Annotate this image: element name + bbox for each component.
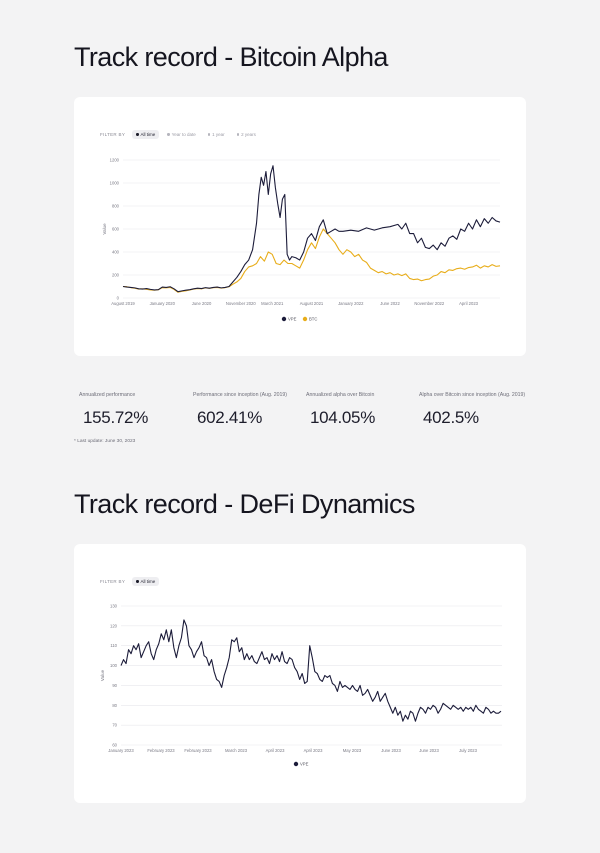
- legend-label-vpe: VPE: [288, 317, 297, 322]
- radio-dot-icon: [136, 580, 139, 583]
- legend-marker-btc: [302, 316, 308, 322]
- x-tick-label: May 2023: [343, 748, 362, 753]
- radio-dot-icon: [167, 133, 170, 136]
- x-tick-label: June 2020: [192, 301, 212, 306]
- y-tick-label: 0: [117, 296, 120, 301]
- stat-value: 155.72%: [83, 408, 149, 427]
- x-tick-label: June 2023: [419, 748, 439, 753]
- filter-all-time[interactable]: All time: [132, 577, 160, 586]
- filter-1-year[interactable]: 1 year: [204, 130, 229, 139]
- filter-year-to-date[interactable]: Year to date: [163, 130, 200, 139]
- y-tick-label: 100: [110, 663, 118, 668]
- x-tick-label: January 2022: [338, 301, 364, 306]
- x-tick-label: January 2020: [150, 301, 176, 306]
- chart-card-bitcoin-alpha: FILTER BY All time Year to date 1 year 2…: [74, 97, 526, 356]
- y-axis-label: Value: [102, 223, 107, 235]
- section-title-defi-dynamics: Track record - DeFi Dynamics: [74, 489, 415, 519]
- legend-label-btc: BTC: [309, 317, 317, 322]
- y-tick-label: 70: [112, 723, 117, 728]
- filter-label: FILTER BY: [100, 579, 126, 584]
- filter-year-to-date-label: Year to date: [171, 132, 196, 137]
- stat-value: 104.05%: [310, 408, 376, 427]
- y-tick-label: 60: [112, 743, 117, 748]
- y-tick-label: 1000: [110, 181, 120, 186]
- legend-marker-vpe: [293, 761, 299, 767]
- stat-label: Annualized performance: [79, 392, 136, 398]
- x-tick-label: April 2023: [304, 748, 324, 753]
- y-tick-label: 600: [112, 227, 120, 232]
- stat-value: 402.5%: [423, 408, 479, 427]
- x-tick-label: February 2023: [184, 748, 212, 753]
- section-title-bitcoin-alpha: Track record - Bitcoin Alpha: [74, 42, 388, 72]
- x-tick-label: March 2021: [261, 301, 284, 306]
- series-line-vpe: [120, 619, 502, 722]
- x-tick-label: August 2021: [300, 301, 324, 306]
- x-tick-label: April 2023: [459, 301, 479, 306]
- stat-performance-since-inception: Performance since inception (Aug. 2019) …: [193, 392, 301, 427]
- stat-label: Alpha over Bitcoin since inception (Aug.…: [419, 392, 526, 398]
- stat-label: Annualized alpha over Bitcoin: [306, 392, 375, 398]
- x-tick-label: July 2023: [459, 748, 478, 753]
- filter-2-years-label: 2 years: [241, 132, 256, 137]
- legend-label-vpe: VPE: [300, 762, 309, 767]
- x-tick-label: January 2023: [108, 748, 134, 753]
- x-tick-label: November 2020: [226, 301, 256, 306]
- series-line-btc: [122, 228, 501, 293]
- series-line-vpe: [122, 165, 501, 293]
- x-tick-label: August 2019: [111, 301, 135, 306]
- y-tick-label: 110: [110, 643, 117, 648]
- legend-marker-vpe: [281, 316, 287, 322]
- x-tick-label: April 2023: [266, 748, 286, 753]
- radio-dot-icon: [236, 133, 240, 136]
- stat-value: 602.41%: [197, 408, 263, 427]
- x-tick-label: November 2022: [414, 301, 444, 306]
- x-tick-label: June 2022: [380, 301, 400, 306]
- filter-all-time-label: All time: [140, 579, 156, 584]
- filter-all-time-label: All time: [140, 132, 156, 137]
- y-tick-label: 120: [110, 623, 118, 628]
- x-tick-label: February 2023: [147, 748, 175, 753]
- y-tick-label: 90: [112, 683, 117, 688]
- filter-1-year-label: 1 year: [212, 132, 225, 137]
- stat-annualized-alpha: Annualized alpha over Bitcoin 104.05%: [306, 392, 406, 427]
- radio-dot-icon: [207, 133, 211, 136]
- x-tick-label: March 2023: [225, 748, 248, 753]
- filter-label: FILTER BY: [100, 132, 126, 137]
- filter-2-years[interactable]: 2 years: [233, 130, 260, 139]
- line-chart-defi-dynamics: 60 70 80 90 100 110 120 130 Value January 2023 Feb…: [100, 604, 502, 767]
- y-tick-label: 80: [112, 703, 117, 708]
- x-tick-label: June 2023: [381, 748, 401, 753]
- filter-all-time[interactable]: All time: [132, 130, 160, 139]
- y-tick-label: 200: [112, 273, 120, 278]
- y-tick-label: 130: [110, 604, 118, 609]
- chart-card-defi-dynamics: FILTER BY All time 60 70 80 90 100 110 120 130 V…: [74, 544, 526, 803]
- y-axis-label: Value: [100, 669, 105, 681]
- y-tick-label: 1200: [110, 158, 120, 163]
- stat-label: Performance since inception (Aug. 2019): [193, 392, 288, 398]
- filter-bar: FILTER BY All time Year to date 1 year 2…: [100, 130, 260, 139]
- filter-bar: FILTER BY All time: [100, 577, 160, 586]
- stat-annualized-performance: Annualized performance 155.72%: [79, 392, 179, 427]
- y-tick-label: 800: [112, 204, 120, 209]
- y-tick-label: 400: [112, 250, 120, 255]
- line-chart-bitcoin-alpha: 0 200 400 600 800 1000 1200 Value August 2019 Jan…: [102, 158, 501, 322]
- stat-alpha-since-inception: Alpha over Bitcoin since inception (Aug.…: [419, 392, 529, 427]
- stats-row: Annualized performance 155.72% Performan…: [74, 392, 534, 432]
- radio-dot-icon: [136, 133, 139, 136]
- last-update-footnote: * Last update: June 30, 2023: [74, 439, 136, 444]
